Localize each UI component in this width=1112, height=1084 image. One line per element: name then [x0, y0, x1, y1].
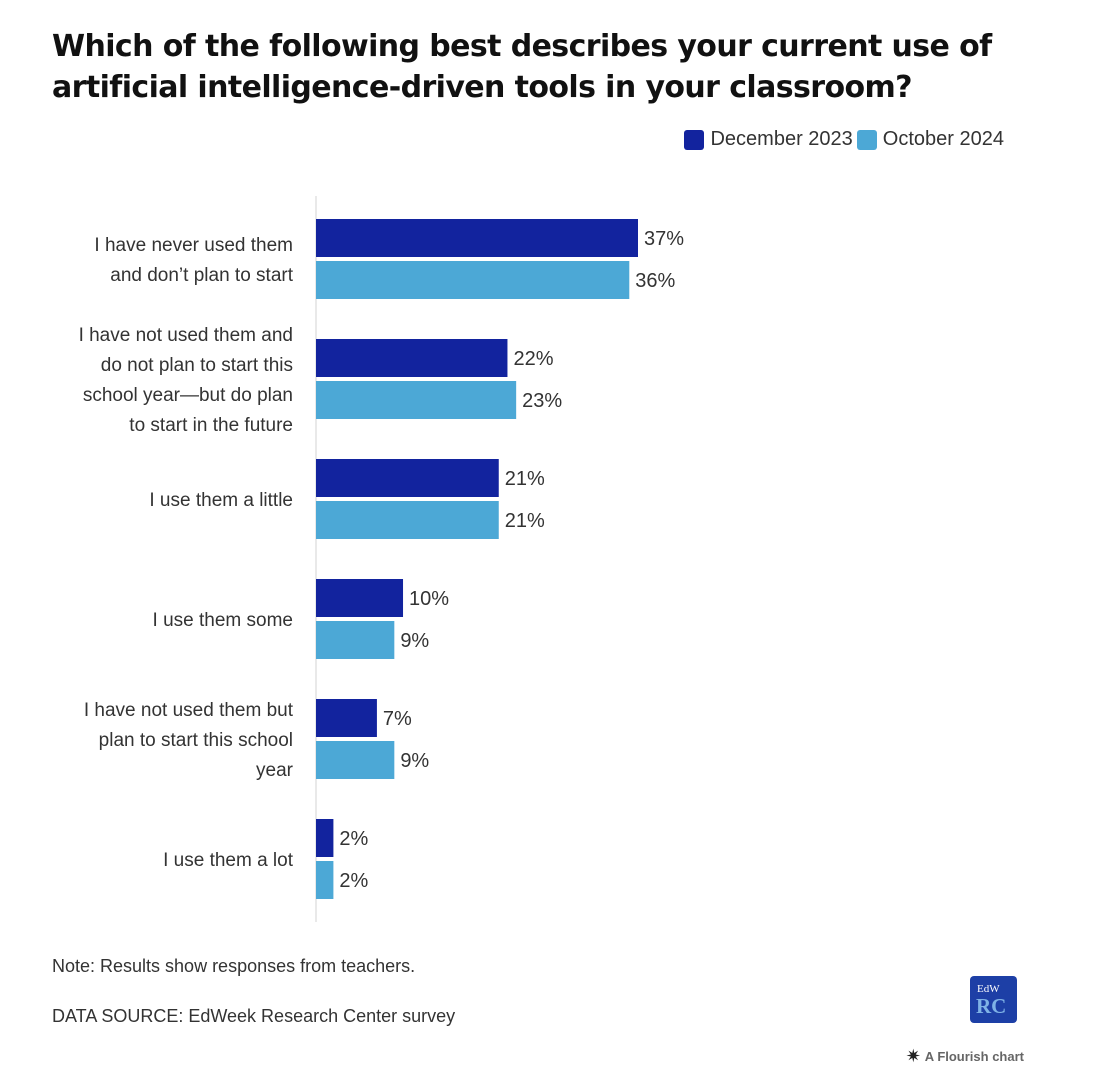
data-label: 10% [409, 588, 449, 610]
bar-october-2024[interactable] [316, 261, 630, 299]
data-label: 21% [505, 510, 545, 532]
bar-december-2023[interactable] [316, 579, 404, 617]
bar-december-2023[interactable] [316, 459, 499, 497]
data-label: 22% [513, 348, 553, 370]
bar-october-2024[interactable] [316, 741, 395, 779]
category-label: I use them some [153, 610, 293, 631]
data-source: DATA SOURCE: EdWeek Research Center surv… [52, 1006, 456, 1026]
data-label: 9% [400, 630, 429, 652]
flourish-credit[interactable]: ✷ A Flourish chart [906, 1046, 1024, 1067]
bar-october-2024[interactable] [316, 501, 499, 539]
category-label: I use them a little [149, 490, 293, 511]
chart-note: Note: Results show responses from teache… [52, 956, 416, 976]
bar-december-2023[interactable] [316, 339, 508, 377]
flourish-credit-label: A Flourish chart [924, 1049, 1024, 1064]
legend-label-december-2023: December 2023 [710, 128, 853, 150]
category-label: I use them a lot [163, 850, 294, 871]
data-label: 23% [522, 390, 562, 412]
category-label: I have never used them and don’t plan to … [94, 235, 293, 286]
legend-item-october-2024[interactable]: October 2024 [856, 128, 1004, 151]
flourish-icon: ✷ [905, 1046, 921, 1066]
bar-december-2023[interactable] [316, 699, 377, 737]
data-label: 37% [644, 228, 684, 250]
legend-label-october-2024: October 2024 [882, 128, 1004, 150]
bar-december-2023[interactable] [316, 219, 638, 257]
data-label: 7% [383, 708, 412, 730]
bar-october-2024[interactable] [316, 381, 517, 419]
bar-october-2024[interactable] [316, 621, 395, 659]
legend-swatch-december-2023 [684, 129, 705, 150]
logo-text-top: EdW [977, 983, 1000, 995]
bar-december-2023[interactable] [316, 819, 334, 857]
legend: December 2023 October 2024 [680, 128, 1004, 151]
logo-text-bottom: RC [976, 994, 1007, 1018]
data-label: 36% [635, 270, 675, 292]
edweek-rc-logo[interactable]: EdW RC [970, 976, 1017, 1023]
category-label: I have not used them and do not plan to s… [79, 325, 293, 436]
bar-chart: I have never used them and don’t plan to … [79, 196, 684, 922]
data-label: 2% [339, 870, 368, 892]
data-label: 21% [505, 468, 545, 490]
legend-item-december-2023[interactable]: December 2023 [684, 128, 853, 151]
category-label: I have not used them but plan to start th… [84, 700, 294, 781]
data-label: 9% [400, 750, 429, 772]
data-label: 2% [339, 828, 368, 850]
chart-title: Which of the following best describes yo… [52, 29, 992, 105]
bar-october-2024[interactable] [316, 861, 334, 899]
legend-swatch-october-2024 [856, 129, 877, 150]
